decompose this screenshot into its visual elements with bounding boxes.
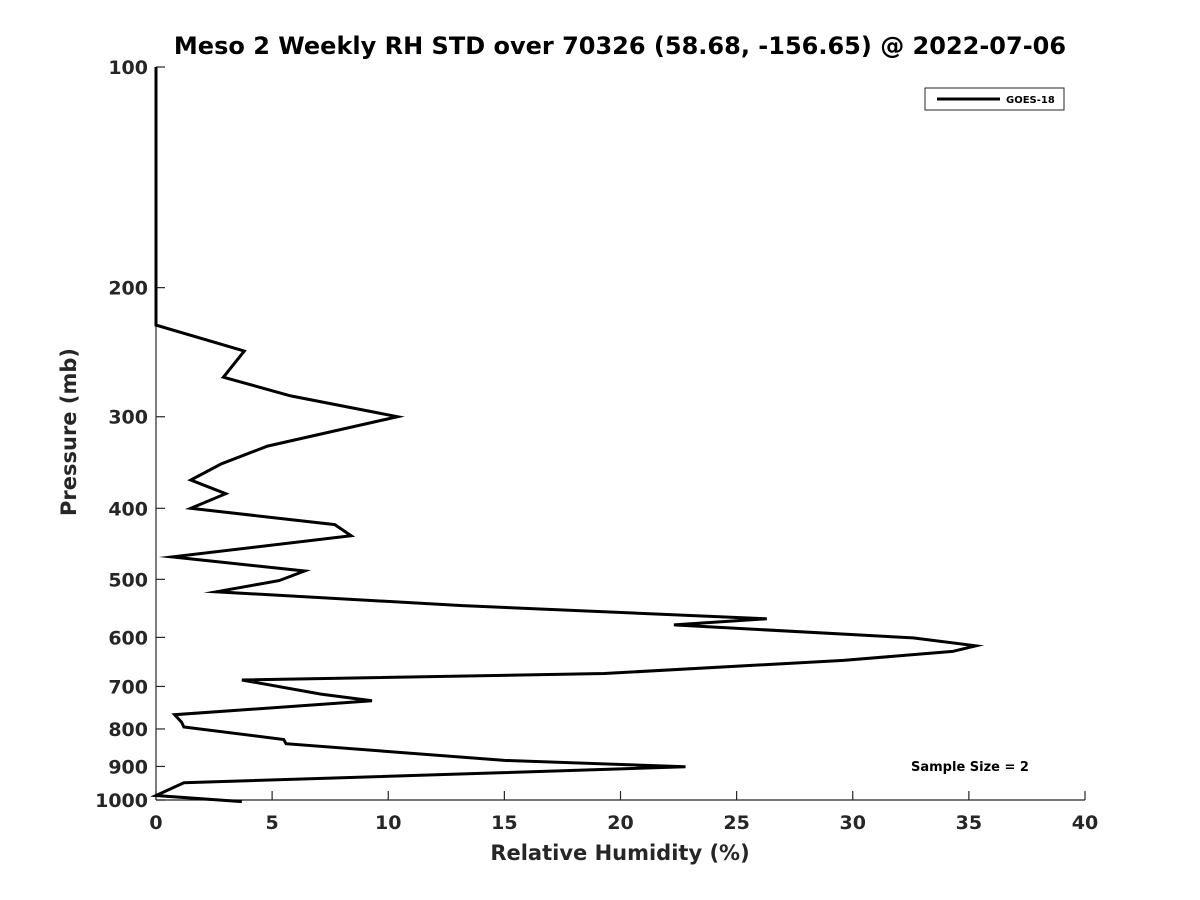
- x-tick-label-0: 0: [149, 812, 162, 834]
- x-tick-label-25: 25: [723, 812, 749, 834]
- y-tick-label-900: 900: [108, 756, 148, 778]
- x-tick-label-10: 10: [375, 812, 401, 834]
- x-tick-label-35: 35: [956, 812, 982, 834]
- x-tick-label-40: 40: [1072, 812, 1098, 834]
- x-axis-ticks: 0 5 10 15 20 25 30 35 40: [149, 791, 1098, 834]
- y-tick-label-100: 100: [108, 57, 148, 79]
- y-tick-label-200: 200: [108, 278, 148, 300]
- x-tick-label-20: 20: [607, 812, 633, 834]
- series-line-goes-18: [150, 67, 985, 804]
- x-tick-label-15: 15: [491, 812, 517, 834]
- chart-title: Meso 2 Weekly RH STD over 70326 (58.68, …: [174, 32, 1066, 60]
- legend: GOES-18: [924, 87, 1065, 111]
- y-tick-label-300: 300: [108, 407, 148, 429]
- x-tick-label-5: 5: [266, 812, 279, 834]
- x-tick-label-30: 30: [840, 812, 866, 834]
- y-tick-label-700: 700: [108, 676, 148, 698]
- series-layer: [150, 67, 985, 804]
- sample-size-annotation: Sample Size = 2: [911, 760, 1029, 775]
- y-axis-label: Pressure (mb): [57, 348, 81, 516]
- y-tick-label-600: 600: [108, 627, 148, 649]
- x-axis-label: Relative Humidity (%): [490, 841, 749, 865]
- y-tick-label-500: 500: [108, 569, 148, 591]
- y-tick-label-800: 800: [108, 719, 148, 741]
- y-tick-label-1000: 1000: [95, 790, 148, 812]
- legend-entry-goes-18: GOES-18: [1006, 95, 1055, 106]
- y-axis-ticks: 100 200 300 400 500 600 700 800 900 1000: [95, 57, 165, 812]
- y-tick-label-400: 400: [108, 498, 148, 520]
